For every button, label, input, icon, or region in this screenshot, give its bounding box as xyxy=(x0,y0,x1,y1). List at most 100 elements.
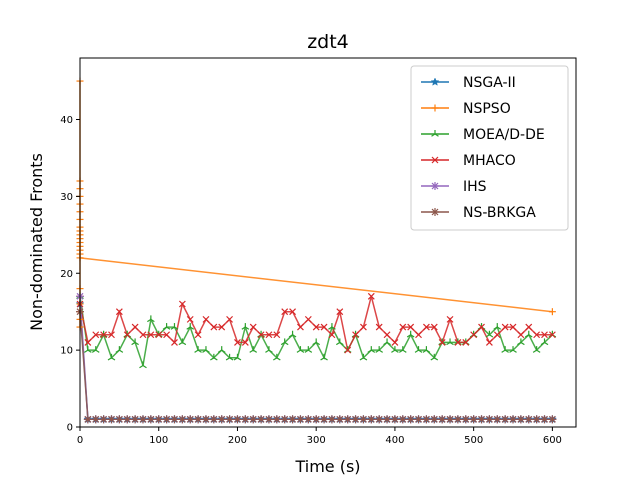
data-point-moea-d-de xyxy=(328,323,336,330)
data-point-mhaco xyxy=(265,331,273,339)
data-point-ns-brkga xyxy=(461,415,470,424)
data-point-mhaco xyxy=(470,331,478,339)
data-point-mhaco xyxy=(422,323,430,331)
data-point-ns-brkga xyxy=(477,415,486,424)
data-point-ns-brkga xyxy=(296,415,305,424)
legend-label: NSGA-II xyxy=(463,75,516,91)
data-point-ns-brkga xyxy=(335,415,344,424)
data-point-ns-brkga xyxy=(83,415,92,424)
data-point-moea-d-de xyxy=(217,346,226,353)
data-point-ns-brkga xyxy=(288,415,297,424)
data-point-mhaco xyxy=(115,308,123,316)
data-point-mhaco xyxy=(501,323,509,331)
data-point-mhaco xyxy=(533,331,541,339)
data-point-ns-brkga xyxy=(343,415,352,424)
data-point-moea-d-de xyxy=(524,330,533,338)
data-point-ns-brkga xyxy=(115,415,124,424)
data-point-moea-d-de xyxy=(194,346,202,353)
data-point-ns-brkga xyxy=(186,415,195,424)
data-point-ns-brkga xyxy=(280,415,289,424)
data-point-moea-d-de xyxy=(178,338,187,346)
data-point-ns-brkga xyxy=(249,415,258,424)
data-point-mhaco xyxy=(391,339,399,346)
data-point-ns-brkga xyxy=(485,415,494,424)
data-point-mhaco xyxy=(108,331,115,339)
data-point-moea-d-de xyxy=(296,346,305,353)
data-point-moea-d-de xyxy=(210,353,218,361)
data-point-ns-brkga xyxy=(107,415,116,424)
y-axis-label: Non-dominated Fronts xyxy=(27,153,46,331)
data-point-mhaco xyxy=(478,323,485,331)
data-point-mhaco xyxy=(541,331,548,339)
data-point-ns-brkga xyxy=(398,415,407,424)
data-point-ns-brkga xyxy=(359,415,368,424)
data-point-ns-brkga xyxy=(320,415,329,424)
data-point-mhaco xyxy=(320,323,328,331)
data-point-mhaco xyxy=(257,331,265,339)
data-point-ns-brkga xyxy=(194,415,203,424)
data-point-mhaco xyxy=(493,331,501,339)
data-point-mhaco xyxy=(289,308,296,316)
data-point-nspso xyxy=(548,308,556,316)
x-tick-label: 500 xyxy=(464,435,483,446)
data-point-mhaco xyxy=(123,331,131,339)
data-point-moea-d-de xyxy=(391,346,399,353)
data-point-mhaco xyxy=(312,323,320,331)
data-point-ns-brkga xyxy=(383,415,392,424)
data-point-mhaco xyxy=(194,331,202,339)
data-point-moea-d-de xyxy=(241,323,250,330)
data-point-mhaco xyxy=(485,339,493,346)
data-point-moea-d-de xyxy=(84,346,92,353)
data-point-mhaco xyxy=(100,331,108,339)
data-point-ns-brkga xyxy=(312,415,321,424)
data-point-moea-d-de xyxy=(225,353,234,361)
data-point-mhaco xyxy=(344,346,352,354)
legend-marker xyxy=(431,208,439,216)
data-point-mhaco xyxy=(375,323,383,331)
x-tick-label: 0 xyxy=(77,435,83,446)
legend-label: MOEA/D-DE xyxy=(463,127,545,143)
data-point-mhaco xyxy=(438,339,446,346)
data-point-moea-d-de xyxy=(383,338,391,346)
data-point-ns-brkga xyxy=(540,415,549,424)
y-tick-label: 30 xyxy=(60,192,73,203)
data-point-moea-d-de xyxy=(540,338,549,346)
x-axis-label: Time (s) xyxy=(294,457,360,476)
data-point-ns-brkga xyxy=(406,415,415,424)
data-point-moea-d-de xyxy=(485,330,494,338)
data-point-mhaco xyxy=(407,323,415,331)
data-point-moea-d-de xyxy=(202,346,210,353)
series-line-moea-d-de xyxy=(79,296,553,366)
legend-marker xyxy=(431,104,439,112)
data-point-mhaco xyxy=(328,331,336,339)
data-point-mhaco xyxy=(430,323,438,331)
data-point-moea-d-de xyxy=(312,338,321,346)
data-point-ns-brkga xyxy=(91,415,100,424)
data-point-moea-d-de xyxy=(186,323,195,330)
data-point-ns-brkga xyxy=(99,415,108,424)
legend-marker xyxy=(431,156,439,164)
data-point-moea-d-de xyxy=(304,346,313,353)
data-point-mhaco xyxy=(548,331,556,339)
legend-box xyxy=(410,65,569,231)
data-point-mhaco xyxy=(218,323,226,331)
y-tick-label: 0 xyxy=(67,423,73,434)
legend-marker xyxy=(431,182,439,190)
data-point-moea-d-de xyxy=(265,346,273,353)
data-point-moea-d-de xyxy=(414,346,423,353)
data-point-mhaco xyxy=(336,308,344,316)
data-point-moea-d-de xyxy=(273,353,281,361)
data-point-mhaco xyxy=(517,331,525,339)
data-point-moea-d-de xyxy=(147,315,155,323)
data-point-moea-d-de xyxy=(249,346,258,353)
data-point-ns-brkga xyxy=(453,415,462,424)
legend-label: IHS xyxy=(463,179,487,195)
x-tick-label: 200 xyxy=(228,435,247,446)
data-point-moea-d-de xyxy=(320,353,328,361)
data-point-moea-d-de xyxy=(509,346,517,353)
data-point-ns-brkga xyxy=(351,415,360,424)
data-point-mhaco xyxy=(367,292,375,300)
data-point-mhaco xyxy=(226,315,234,323)
data-point-ns-brkga xyxy=(375,415,384,424)
